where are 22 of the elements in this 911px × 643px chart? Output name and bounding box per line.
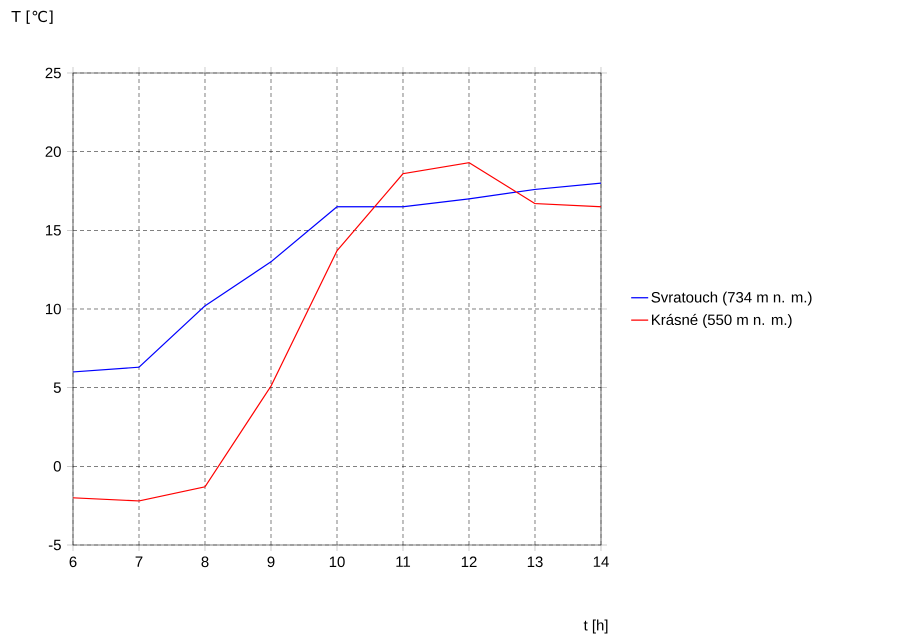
legend-label: Krásné (550 m n. m.) [652, 314, 792, 328]
line-series [73, 162, 601, 502]
x-tick-label: 8 [202, 556, 208, 568]
x-tick-label: 9 [268, 556, 274, 568]
x-tick-label: 11 [396, 556, 410, 567]
y-tick-label: 0 [54, 461, 61, 472]
x-tick-label: 14 [594, 556, 609, 567]
x-tick-label: 13 [528, 556, 543, 568]
y-tick-label: 15 [46, 225, 61, 236]
x-axis-title: t [h] [584, 620, 608, 634]
legend-label: Svratouch (734 m n. m.) [651, 292, 812, 306]
x-tick-label: 10 [330, 556, 345, 568]
y-tick-label: 5 [54, 382, 61, 393]
x-tick-label: 12 [462, 556, 477, 567]
y-tick-label: 20 [46, 146, 61, 157]
x-tick-label: 6 [70, 556, 76, 568]
y-tick-label: 25 [46, 68, 61, 78]
x-tick-label: 7 [136, 556, 142, 567]
y-axis-title: T [℃] [11, 10, 53, 24]
y-tick-label: 10 [46, 304, 61, 314]
y-tick-label: -5 [48, 540, 61, 550]
line-series [73, 182, 601, 373]
